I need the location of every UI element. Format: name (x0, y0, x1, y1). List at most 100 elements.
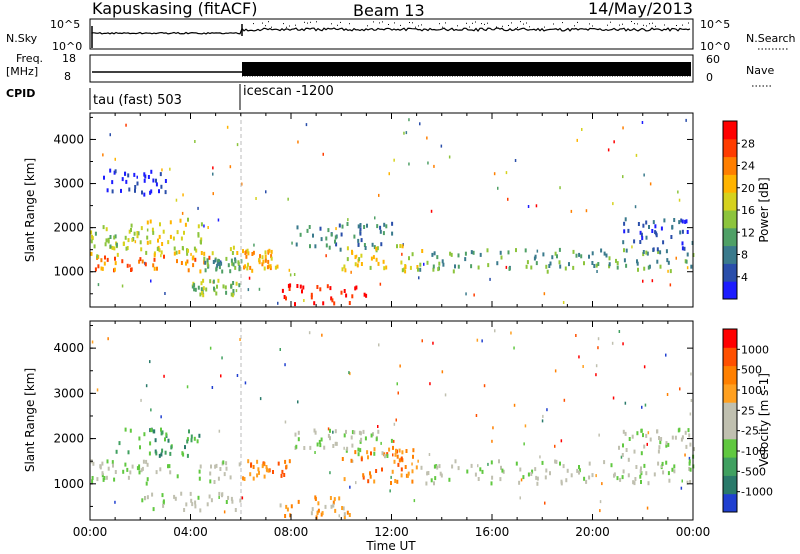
velocity-gate-cell (616, 476, 619, 481)
power-gate-cell (535, 261, 538, 266)
power-gate-cell (215, 267, 218, 272)
velocity-gate-cell (168, 464, 171, 469)
nsearch-dot (643, 24, 644, 26)
power-speckle (288, 268, 291, 272)
velocity-speckle (223, 510, 226, 514)
velocity-gate-cell (658, 436, 660, 440)
power-gate-cell (115, 242, 118, 247)
power-gate-cell (159, 222, 161, 227)
power-gate-cell (396, 244, 398, 249)
velocity-gate-cell (358, 430, 361, 435)
nsearch-dot (526, 22, 527, 24)
power-gate-cell (270, 254, 273, 259)
power-gate-cell (623, 229, 626, 234)
power-gate-cell (156, 266, 158, 271)
velocity-gate-cell (261, 464, 264, 469)
power-gate-cell (169, 220, 172, 225)
velocity-speckle (351, 459, 354, 463)
velocity-echo-band (279, 495, 351, 520)
power-gate-cell (373, 245, 376, 250)
power-gate-cell (652, 220, 655, 225)
velocity-xtick-label: 00:00 (676, 525, 711, 539)
power-gate-cell (525, 264, 528, 269)
power-speckle (322, 152, 324, 156)
velocity-speckle (149, 360, 151, 364)
velocity-ytick-label: 2000 (53, 432, 84, 446)
velocity-gate-cell (440, 473, 443, 478)
power-gate-cell (199, 239, 202, 244)
velocity-gate-cell (332, 444, 335, 448)
nsearch-label: N.Search (746, 32, 796, 45)
power-gate-cell (320, 237, 323, 242)
power-gate-cell (158, 234, 161, 239)
power-gate-cell (419, 262, 422, 267)
velocity-gate-cell (412, 454, 414, 459)
velocity-gate-cell (680, 437, 683, 442)
power-colorbar-swatch (723, 121, 737, 140)
velocity-gate-cell (667, 471, 670, 476)
power-gate-cell (363, 243, 366, 247)
velocity-gate-cell (490, 481, 493, 486)
station-title: Kapuskasing (fitACF) (92, 0, 257, 18)
power-echo-band (341, 244, 429, 274)
power-colorbar-swatch (723, 174, 737, 193)
velocity-gate-cell (176, 474, 179, 479)
power-gate-cell (126, 263, 129, 268)
nsearch-dot (496, 26, 497, 28)
power-gate-cell (645, 220, 648, 225)
velocity-speckle (554, 444, 556, 448)
power-gate-cell (269, 264, 272, 269)
power-gate-cell (264, 250, 267, 255)
power-gate-cell (403, 267, 406, 272)
power-speckle (291, 241, 293, 245)
nsky-trace (91, 21, 691, 48)
power-gate-cell (654, 224, 657, 229)
power-gate-cell (149, 190, 152, 195)
power-gate-cell (328, 245, 331, 250)
power-gate-cell (218, 265, 221, 270)
power-speckle (181, 211, 184, 215)
power-gate-cell (264, 254, 267, 259)
power-gate-cell (159, 172, 162, 177)
power-gate-cell (404, 265, 407, 269)
power-gate-cell (237, 261, 240, 266)
power-gate-cell (556, 254, 558, 259)
nsearch-dot (418, 25, 419, 27)
power-gate-cell (143, 172, 146, 177)
nsearch-dot (382, 21, 383, 23)
power-gate-cell (360, 262, 363, 266)
power-gate-cell (144, 174, 147, 179)
power-gate-cell (372, 255, 375, 260)
velocity-gate-cell (362, 473, 365, 478)
power-gate-cell (678, 220, 681, 225)
nsearch-dot (331, 23, 332, 25)
nsearch-dot (310, 21, 311, 23)
nsearch-dot (574, 25, 575, 27)
nsearch-dot (475, 21, 476, 23)
nsearch-dot (415, 26, 416, 28)
velocity-gate-cell (190, 434, 193, 439)
power-gate-cell (670, 235, 673, 239)
velocity-speckle (348, 371, 350, 375)
power-speckle (207, 226, 209, 229)
power-gate-cell (383, 266, 386, 271)
power-gate-cell (130, 223, 133, 228)
velocity-gate-cell (127, 475, 130, 480)
power-gate-cell (401, 268, 404, 273)
velocity-gate-cell (221, 492, 224, 497)
power-gate-cell (151, 227, 154, 232)
power-gate-cell (391, 221, 394, 226)
velocity-ytick-label: 1000 (53, 477, 84, 491)
power-speckle (325, 254, 327, 258)
power-gate-cell (221, 269, 224, 274)
velocity-gate-cell (243, 477, 246, 481)
power-gate-cell (551, 255, 554, 260)
velocity-gate-cell (345, 429, 347, 434)
velocity-gate-cell (162, 503, 165, 508)
power-gate-cell (197, 232, 200, 237)
power-gate-cell (90, 230, 93, 235)
power-gate-cell (216, 284, 218, 289)
nsearch-dot (676, 25, 677, 26)
date-title: 14/May/2013 (588, 0, 693, 18)
velocity-gate-cell (234, 508, 237, 512)
